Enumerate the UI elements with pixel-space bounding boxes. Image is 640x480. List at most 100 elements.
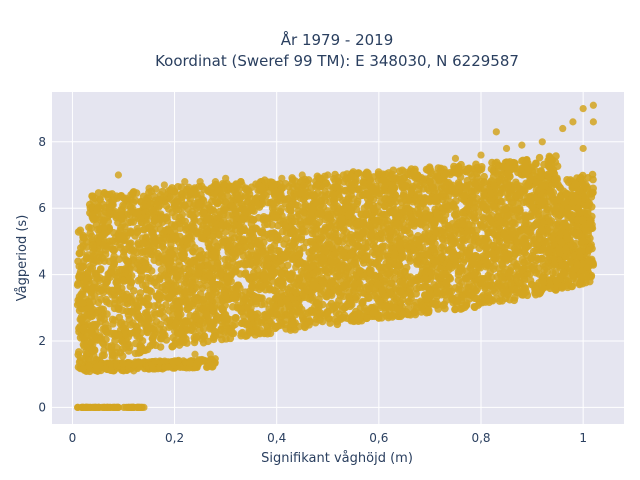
data-point [216, 210, 224, 219]
data-point [469, 288, 478, 297]
data-point [269, 200, 277, 208]
data-point [257, 193, 266, 202]
data-point [301, 293, 309, 301]
data-point [221, 228, 230, 236]
data-point [369, 309, 378, 317]
data-point [230, 290, 239, 298]
data-point [141, 255, 149, 264]
data-point [334, 190, 343, 199]
data-point [365, 285, 373, 293]
data-point [93, 204, 102, 213]
data-point [476, 264, 485, 272]
data-point [169, 342, 177, 350]
data-point [450, 210, 459, 219]
data-point [451, 189, 459, 198]
data-point [429, 300, 438, 308]
data-point [304, 176, 313, 184]
data-point [147, 187, 156, 196]
data-point [307, 289, 316, 297]
data-point [419, 178, 427, 187]
data-point [392, 295, 400, 303]
data-point [85, 262, 94, 271]
data-point [116, 320, 125, 328]
data-point [449, 248, 458, 257]
data-point [242, 260, 250, 269]
data-point [515, 204, 524, 213]
data-point [105, 299, 114, 308]
data-point [413, 277, 422, 285]
data-point [118, 337, 127, 346]
data-point [313, 267, 322, 276]
data-point [162, 286, 170, 295]
data-point [204, 337, 212, 346]
data-point [472, 294, 481, 303]
data-point [403, 207, 411, 216]
data-point [437, 227, 446, 236]
data-point [589, 101, 597, 109]
data-point [244, 321, 253, 329]
data-point [307, 207, 316, 215]
data-point [551, 261, 559, 269]
data-point [83, 269, 92, 278]
data-point [482, 262, 490, 271]
data-point [445, 224, 453, 233]
data-point [93, 225, 102, 234]
data-point [391, 198, 400, 206]
data-point [289, 239, 298, 248]
data-point [378, 219, 386, 227]
data-point [221, 255, 229, 264]
data-point [364, 294, 372, 302]
data-point [377, 229, 386, 238]
data-point [101, 319, 110, 328]
data-point [281, 316, 290, 324]
data-point [129, 247, 138, 255]
data-point [347, 230, 355, 239]
data-point [292, 263, 300, 271]
data-point [299, 227, 307, 236]
data-point [273, 310, 282, 318]
data-point [211, 197, 220, 205]
data-point [588, 170, 597, 179]
data-point [244, 302, 252, 311]
data-point [345, 210, 353, 218]
chart-title-line-1: År 1979 - 2019 [281, 30, 394, 49]
data-point [231, 265, 239, 274]
data-point [219, 314, 228, 323]
chart-title-line-2: Koordinat (Sweref 99 TM): E 348030, N 62… [155, 52, 519, 70]
data-point [115, 265, 124, 274]
data-point [469, 198, 477, 206]
data-point [502, 249, 510, 257]
data-point [440, 300, 448, 309]
data-point [190, 184, 199, 192]
data-point [553, 174, 561, 183]
data-point [98, 338, 107, 347]
data-point [516, 184, 524, 193]
data-point [502, 212, 511, 221]
data-point [414, 205, 422, 214]
data-point [219, 216, 228, 225]
data-point [269, 302, 278, 311]
data-point [560, 198, 569, 207]
data-point [460, 303, 469, 312]
data-point [326, 222, 335, 230]
data-point [323, 207, 332, 215]
data-point [455, 267, 464, 276]
data-point [234, 281, 243, 290]
data-point [412, 284, 421, 293]
data-point [118, 214, 126, 222]
data-point [187, 258, 196, 267]
data-point [220, 180, 228, 189]
data-point [387, 279, 395, 287]
data-point [85, 298, 93, 307]
data-point [388, 313, 397, 321]
data-point [531, 220, 540, 229]
data-point [472, 231, 480, 240]
data-point [298, 176, 307, 185]
data-point [518, 141, 526, 149]
data-point [318, 300, 327, 309]
data-point [267, 246, 275, 255]
data-point [94, 189, 103, 197]
data-point [125, 242, 133, 251]
data-point [507, 198, 516, 207]
data-point [579, 105, 587, 113]
